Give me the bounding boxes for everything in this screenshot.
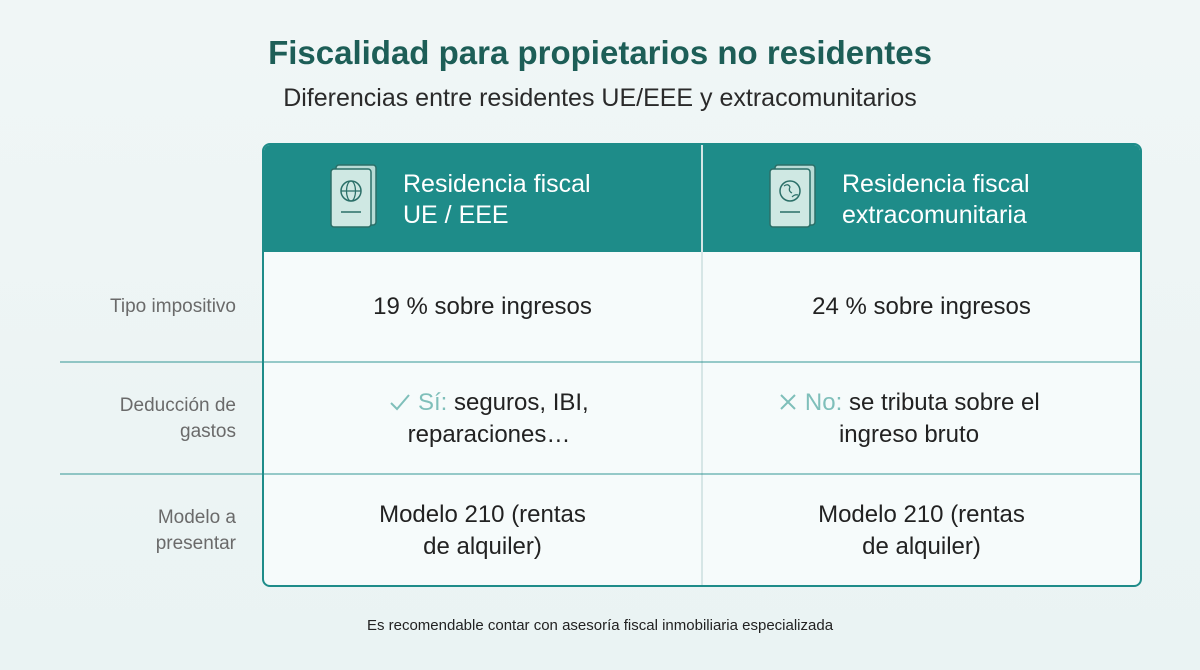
subtitle: Diferencias entre residentes UE/EEE y ex…: [283, 84, 917, 112]
row-label: Deducción de gastos: [119, 395, 236, 442]
column-title: Residencia fiscal: [842, 170, 1030, 198]
cell-text: se tributa sobre el ingreso bruto: [838, 389, 1040, 448]
cross-icon: [780, 394, 796, 410]
column-divider: [701, 145, 703, 585]
column-header: Residencia fiscal UE / EEE: [264, 145, 701, 252]
passport-icon: [769, 164, 816, 228]
row-label: Modelo a presentar: [155, 507, 236, 554]
row-divider: [60, 473, 1140, 475]
column-title: extracomunitaria: [842, 201, 1027, 229]
cell: 24 % sobre ingresos: [812, 293, 1031, 320]
cell: Modelo 210 (rentas de alquiler): [379, 501, 586, 560]
row-divider: [60, 361, 1140, 363]
column-header: Residencia fiscal extracomunitaria: [703, 145, 1140, 252]
cell: Modelo 210 (rentas de alquiler): [818, 501, 1025, 560]
cell: No: se tributa sobre el ingreso bruto: [764, 387, 1054, 451]
cell: 19 % sobre ingresos: [373, 293, 592, 320]
column-title: UE / EEE: [403, 201, 509, 229]
comparison-table: Residencia fiscal UE / EEE Residencia fi…: [262, 143, 1142, 587]
cell: Sí: seguros, IBI, reparaciones…: [384, 387, 594, 451]
check-icon: [390, 394, 411, 411]
cell-prefix: No:: [804, 389, 843, 416]
row-label: Tipo impositivo: [109, 296, 236, 317]
passport-icon: [330, 164, 377, 228]
cell-prefix: Sí:: [417, 389, 448, 416]
footnote: Es recomendable contar con asesoría fisc…: [366, 617, 834, 634]
column-title: Residencia fiscal: [403, 170, 591, 198]
title: Fiscalidad para propietarios no resident…: [268, 34, 932, 71]
cell-text: seguros, IBI, reparaciones…: [407, 389, 589, 448]
